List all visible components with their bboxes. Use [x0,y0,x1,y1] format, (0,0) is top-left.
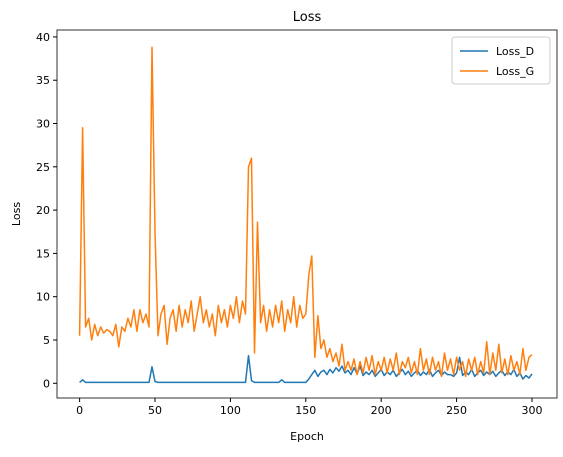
y-tick-label: 0 [43,377,50,390]
x-axis-label: Epoch [290,430,324,443]
y-tick-label: 20 [36,204,50,217]
plot-frame [56,29,558,399]
x-tick-label: 300 [521,404,542,417]
line-series [78,46,533,378]
y-tick-label: 15 [36,247,50,260]
y-tick-label: 40 [36,31,50,44]
y-tick-label: 5 [43,334,50,347]
chart-title: Loss [293,10,322,25]
legend-label: Loss_G [496,65,534,78]
legend-label: Loss_D [496,45,534,58]
x-tick-label: 50 [148,404,162,417]
x-tick-label: 200 [371,404,392,417]
legend-box [451,36,551,85]
x-tick-label: 0 [76,404,83,417]
line-series [79,354,533,384]
y-tick-label: 25 [36,161,50,174]
y-tick-label: 35 [36,74,50,87]
x-tick-label: 150 [295,404,316,417]
y-tick-label: 10 [36,291,50,304]
x-tick-label: 250 [446,404,467,417]
y-axis-label: Loss [10,202,23,226]
y-tick-label: 30 [36,118,50,131]
x-tick-label: 100 [220,404,241,417]
